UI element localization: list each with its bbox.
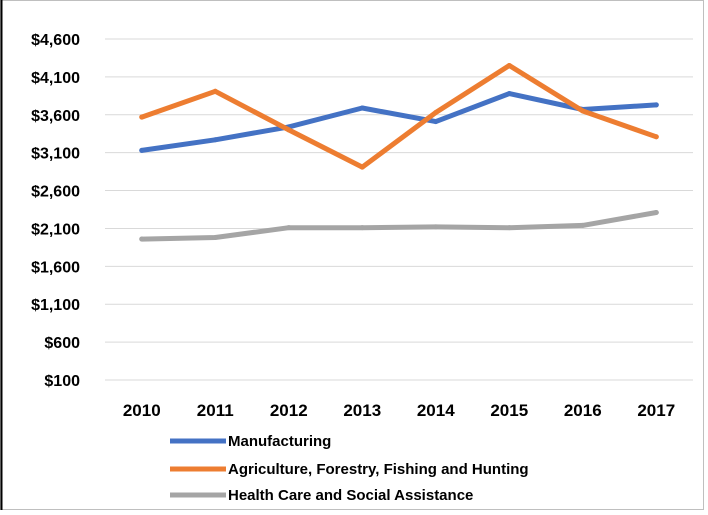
x-tick-label: 2016 <box>564 401 602 420</box>
data-point <box>139 236 145 242</box>
data-point <box>359 164 365 170</box>
data-point <box>212 137 218 143</box>
data-point <box>433 224 439 230</box>
x-tick-label: 2011 <box>197 401 234 420</box>
legend-label: Health Care and Social Assistance <box>228 487 473 504</box>
y-tick-label: $2,100 <box>31 221 80 238</box>
data-point <box>359 105 365 111</box>
y-tick-label: $1,600 <box>31 259 80 276</box>
series-line <box>139 91 659 153</box>
gridlines <box>105 38 693 381</box>
y-tick-label: $4,100 <box>31 70 80 87</box>
series-line <box>139 63 659 170</box>
data-point <box>286 127 292 133</box>
y-tick-label: $3,600 <box>31 108 80 125</box>
data-point <box>286 225 292 231</box>
data-point <box>433 119 439 125</box>
data-point <box>653 210 659 216</box>
data-point <box>506 63 512 69</box>
y-tick-label: $600 <box>44 335 80 352</box>
legend: Manufacturing Agriculture, Forestry, Fish… <box>170 433 529 504</box>
y-axis-ticks: $4,600 $4,100 $3,600 $3,100 $2,600 $2,100 $1,6… <box>31 32 80 390</box>
data-point <box>580 108 586 114</box>
x-tick-label: 2015 <box>490 401 528 420</box>
x-tick-label: 2010 <box>123 401 161 420</box>
data-point <box>653 134 659 140</box>
data-point <box>359 225 365 231</box>
y-tick-label: $100 <box>44 373 80 390</box>
x-tick-label: 2012 <box>270 401 308 420</box>
x-tick-label: 2014 <box>417 401 455 420</box>
data-point <box>139 147 145 153</box>
y-tick-label: $3,100 <box>31 146 80 163</box>
y-tick-label: $2,600 <box>31 184 80 201</box>
x-tick-label: 2017 <box>637 401 675 420</box>
legend-label: Manufacturing <box>228 433 331 450</box>
data-point <box>433 110 439 116</box>
data-point <box>506 91 512 97</box>
data-point <box>212 88 218 94</box>
y-tick-label: $4,600 <box>31 32 80 49</box>
legend-label: Agriculture, Forestry, Fishing and Hunti… <box>228 461 529 478</box>
data-point <box>506 225 512 231</box>
x-axis-ticks: 2010 2011 2012 2013 2014 2015 2016 2017 <box>123 401 675 420</box>
y-tick-label: $1,100 <box>31 297 80 314</box>
x-tick-label: 2013 <box>343 401 381 420</box>
data-point <box>653 102 659 108</box>
data-point <box>212 235 218 241</box>
series-line <box>139 210 659 242</box>
data-point <box>580 222 586 228</box>
data-point <box>139 114 145 120</box>
series-lines <box>139 63 659 242</box>
